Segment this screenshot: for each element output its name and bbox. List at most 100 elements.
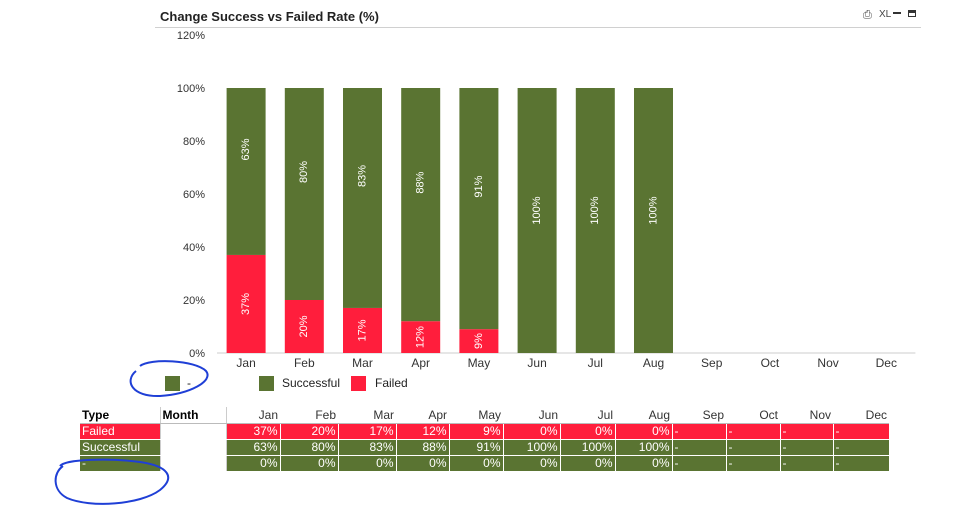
data-label-failed: 12% [415,326,427,348]
data-label-successful: 88% [415,171,427,193]
x-tick-label: Feb [294,356,315,370]
month-header: Apr [396,407,449,424]
value-cell: 0% [614,423,672,440]
legend-label-dash: - [187,376,191,390]
value-cell: - [832,423,889,440]
x-tick-label: Oct [761,356,780,370]
bar-successful [226,88,266,255]
y-tick-label: 40% [183,242,205,254]
month-header: Jun [503,407,560,424]
data-label-failed: 37% [240,293,252,315]
value-cell: 88% [395,439,449,456]
export-excel-button[interactable]: XL [879,9,892,20]
minimize-icon[interactable] [893,12,901,14]
month-header: Feb [280,407,338,424]
x-tick-label: Jun [527,356,546,370]
data-label-failed: 20% [298,315,310,337]
value-cell: 0% [225,455,280,472]
value-cell: 20% [279,423,338,440]
month-header: May [449,407,503,424]
x-tick-label: Nov [817,356,838,370]
stacked-bar-chart: 0% 20% 40% 60% 80% 100% 120% 37% 63% Jan 20% 80% Feb… [177,30,916,370]
month-cell [159,455,227,472]
table-row: Failed 37% 20% 17% 12% 9% 0% 0% 0% - - - - [80,423,889,440]
value-cell: - [779,423,833,440]
y-tick-label: 120% [177,30,205,42]
type-cell[interactable]: Failed [80,423,160,440]
data-label-failed: 17% [356,319,368,341]
value-cell: 91% [448,439,503,456]
value-cell: 100% [614,439,672,456]
bar-successful [343,88,382,308]
month-column-header[interactable]: Month [160,407,227,424]
data-label-successful: 91% [473,175,485,197]
bar-failed [284,300,324,353]
month-header: Sep [672,407,726,424]
legend-label-failed: Failed [375,376,408,390]
value-cell: 0% [448,455,503,472]
month-header: Mar [338,407,396,424]
value-cell: 12% [395,423,449,440]
y-tick-label: 0% [189,348,205,360]
month-header: Nov [780,407,833,424]
value-cell: 0% [559,423,615,440]
x-tick-label: Dec [876,356,897,370]
type-cell[interactable]: - [80,455,160,472]
legend-swatch-dash [165,376,180,391]
data-label-successful: 80% [298,161,310,183]
value-cell: - [725,455,780,472]
data-label-successful: 63% [240,138,252,160]
month-header: Aug [615,407,672,424]
data-label-successful: 100% [647,196,659,224]
value-cell: 37% [225,423,280,440]
value-cell: 83% [337,439,396,456]
type-cell[interactable]: Successful [80,439,160,456]
value-cell: - [832,439,889,456]
table-row: -0% 0% 0% 0% 0% 0% 0% 0% - - - - [80,455,889,472]
bar-successful [284,88,324,300]
value-cell: 0% [337,455,396,472]
value-cell: 100% [502,439,560,456]
value-cell: 0% [502,455,560,472]
print-icon[interactable]: ⎙ [863,9,872,21]
y-tick-label: 100% [177,83,205,95]
value-cell: - [725,439,780,456]
table-row: Successful 63% 80% 83% 88% 91% 100% 100% 100% - - -… [80,439,889,456]
data-label-successful: 100% [531,196,543,224]
type-column-header[interactable]: Type [80,407,161,424]
bar-failed [343,307,382,353]
y-tick-label: 60% [183,189,205,201]
value-cell: - [832,455,889,472]
value-cell: - [779,455,833,472]
value-cell: 0% [395,455,449,472]
bar-failed [459,329,499,353]
value-cell: 9% [448,423,503,440]
table-header-row: Type Month Jan Feb Mar Apr May Jun Jul A… [80,407,889,424]
month-cell [159,439,227,456]
x-tick-label: Aug [643,356,664,370]
legend-swatch-failed [351,376,366,391]
x-tick-label: Sep [701,356,723,370]
value-cell: 0% [614,455,672,472]
title-divider [155,27,921,28]
y-tick-label: 80% [183,136,205,148]
legend-swatch-successful [259,376,274,391]
value-cell: 63% [225,439,280,456]
x-tick-label: Jul [588,356,603,370]
value-cell: - [671,423,726,440]
value-cell: 0% [502,423,560,440]
value-cell: 0% [279,455,338,472]
value-cell: - [671,439,726,456]
bar-failed [401,321,441,353]
maximize-icon[interactable] [908,10,916,17]
month-header: Dec [833,407,889,424]
bar-successful [517,88,557,353]
x-tick-label: Jan [236,356,255,370]
month-header: Jul [560,407,615,424]
value-cell: 80% [279,439,338,456]
value-cell: 0% [559,455,615,472]
month-header: Jan [226,407,280,424]
bar-successful [401,88,441,322]
y-tick-label: 20% [183,295,205,307]
month-cell [159,423,227,440]
